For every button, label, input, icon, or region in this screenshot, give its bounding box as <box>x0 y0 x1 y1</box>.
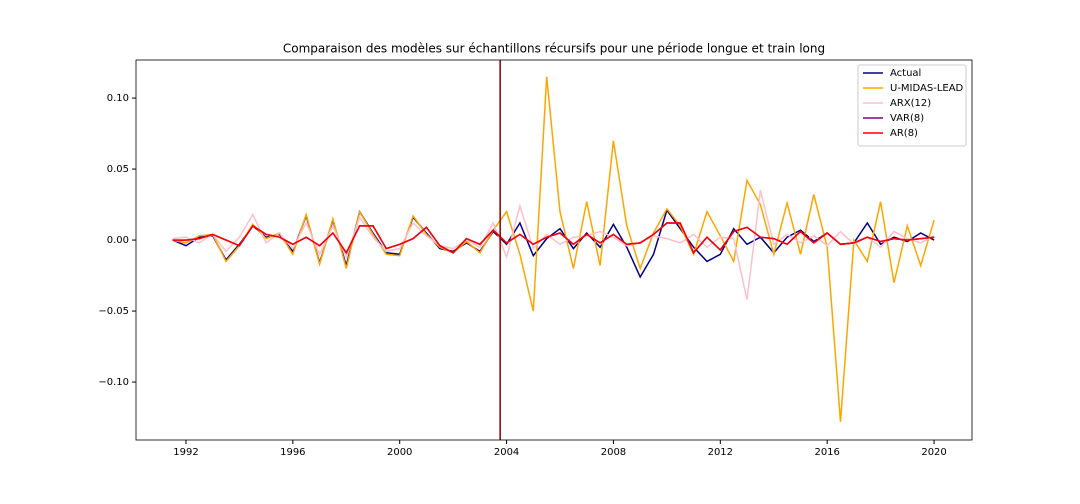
x-tick-label: 2012 <box>708 447 733 458</box>
legend-label: Actual <box>890 68 921 79</box>
legend-label: AR(8) <box>890 128 918 139</box>
legend-box <box>857 64 967 147</box>
x-tick-label: 2016 <box>814 447 839 458</box>
series-line <box>172 222 935 255</box>
y-tick-label: 0.05 <box>107 164 129 175</box>
x-tick-label: 2008 <box>601 447 626 458</box>
x-tick-label: 1992 <box>173 447 198 458</box>
x-tick-label: 2000 <box>387 447 412 458</box>
series-line <box>172 190 935 300</box>
legend-label: VAR(8) <box>890 113 924 124</box>
y-tick-label: 0.00 <box>107 235 129 246</box>
plot-frame <box>135 59 973 441</box>
y-tick-label: −0.10 <box>98 377 129 388</box>
y-tick-label: 0.10 <box>107 93 129 104</box>
x-tick-label: 2020 <box>921 447 946 458</box>
series-line <box>172 76 935 422</box>
chart-title: Comparaison des modèles sur échantillons… <box>283 42 825 56</box>
legend-label: ARX(12) <box>890 98 931 109</box>
y-tick-label: −0.05 <box>98 306 129 317</box>
x-tick-label: 2004 <box>494 447 519 458</box>
x-tick-label: 1996 <box>280 447 305 458</box>
legend-label: U-MIDAS-LEAD <box>890 83 964 94</box>
